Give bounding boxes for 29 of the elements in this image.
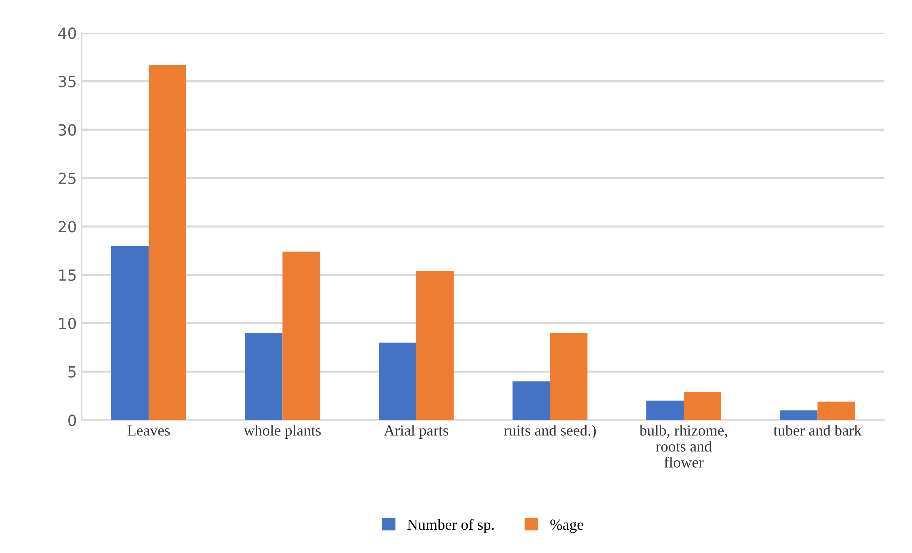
- bar: [818, 402, 856, 420]
- y-tick-label: 35: [58, 76, 76, 88]
- x-tick-label: whole plants: [244, 425, 321, 439]
- bar: [245, 333, 283, 420]
- x-tick-label: ruits and seed.): [504, 425, 596, 439]
- bar: [684, 392, 722, 420]
- bar: [112, 246, 149, 420]
- bar: [379, 342, 416, 420]
- x-tick-label: Arial parts: [384, 425, 448, 439]
- legend-label: Number of sp.: [408, 519, 494, 534]
- y-tick-label: 0: [68, 414, 76, 426]
- y-tick-label: 15: [59, 270, 76, 282]
- y-tick-label: 10: [59, 318, 76, 330]
- bar: [646, 400, 684, 420]
- bar: [550, 333, 588, 420]
- y-tick-label: 30: [58, 124, 76, 136]
- y-tick-label: 40: [58, 28, 76, 40]
- bar: [416, 271, 454, 420]
- bar: [282, 252, 320, 420]
- bar: [780, 410, 818, 420]
- x-tick-label: bulb, rhizome, roots and flower: [640, 425, 728, 468]
- legend-label: %age: [550, 520, 584, 534]
- bar: [148, 65, 186, 420]
- y-tick-label: 5: [68, 366, 76, 378]
- y-tick-label: 20: [58, 221, 76, 233]
- y-tick-label: 25: [58, 172, 76, 184]
- x-tick-label: Leaves: [128, 426, 170, 436]
- bar: [512, 382, 550, 420]
- x-tick-label: tuber and bark: [774, 425, 862, 436]
